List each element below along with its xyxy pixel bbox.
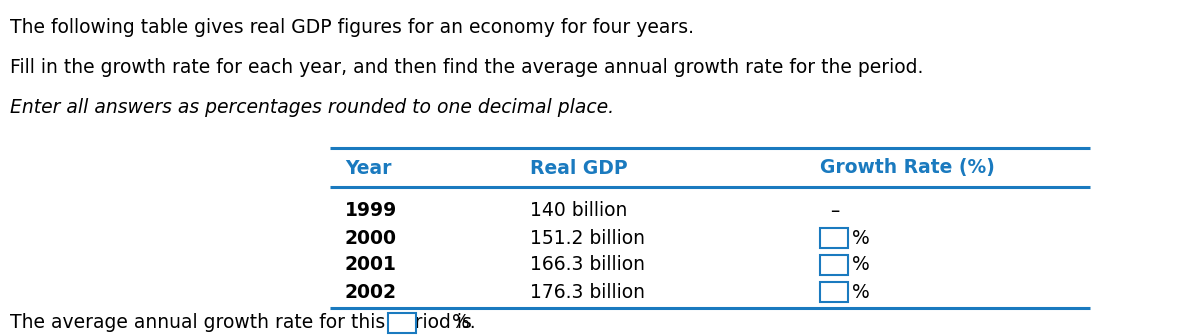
Text: Real GDP: Real GDP [530, 158, 628, 178]
Text: The average annual growth rate for this period is: The average annual growth rate for this … [10, 314, 472, 333]
Text: The following table gives real GDP figures for an economy for four years.: The following table gives real GDP figur… [10, 18, 694, 37]
Text: –: – [830, 201, 839, 220]
Text: 1999: 1999 [346, 201, 397, 220]
Text: %: % [852, 228, 870, 248]
Text: Enter all answers as percentages rounded to one decimal place.: Enter all answers as percentages rounded… [10, 98, 614, 117]
Text: Year: Year [346, 158, 391, 178]
Text: 166.3 billion: 166.3 billion [530, 256, 646, 274]
Text: 2002: 2002 [346, 282, 397, 302]
FancyBboxPatch shape [388, 313, 416, 333]
FancyBboxPatch shape [820, 282, 848, 302]
Text: 2000: 2000 [346, 228, 397, 248]
FancyBboxPatch shape [820, 228, 848, 248]
Text: %.: %. [452, 314, 475, 333]
Text: Fill in the growth rate for each year, and then find the average annual growth r: Fill in the growth rate for each year, a… [10, 58, 923, 77]
FancyBboxPatch shape [820, 255, 848, 275]
Text: 140 billion: 140 billion [530, 201, 628, 220]
Text: 2001: 2001 [346, 256, 397, 274]
Text: %: % [852, 256, 870, 274]
Text: %: % [852, 282, 870, 302]
Text: 151.2 billion: 151.2 billion [530, 228, 646, 248]
Text: Growth Rate (%): Growth Rate (%) [820, 158, 995, 178]
Text: 176.3 billion: 176.3 billion [530, 282, 646, 302]
